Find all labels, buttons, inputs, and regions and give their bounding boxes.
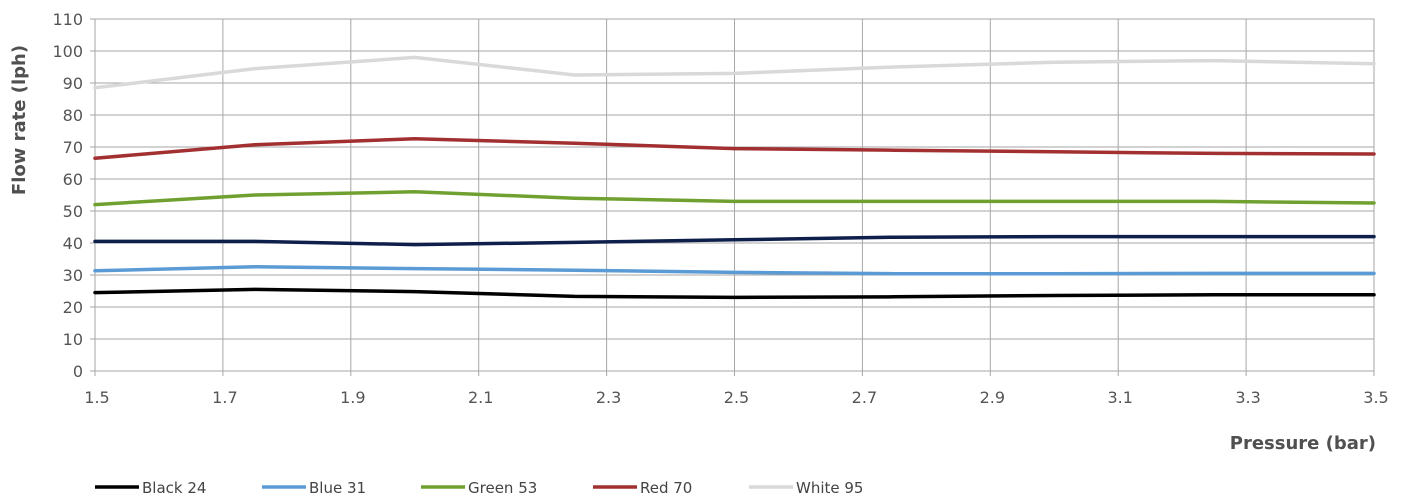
x-tick-label: 1.7 (212, 388, 237, 407)
legend-label: White 95 (796, 479, 863, 495)
x-tick-label: 3.5 (1363, 388, 1388, 407)
x-tick-label: 1.5 (84, 388, 109, 407)
legend-label: Black 24 (142, 479, 206, 495)
legend: Black 24 Blue 31 Green 53 Red 70 White 95 (95, 479, 863, 495)
series-line-white-95 (93, 55, 1376, 90)
series-line-black-24 (93, 287, 1376, 300)
y-tick-label: 80 (63, 106, 83, 125)
y-tick-label: 50 (63, 202, 83, 221)
x-tick-label: 2.3 (596, 388, 621, 407)
x-tick-label: 3.3 (1235, 388, 1260, 407)
series-line-red-70 (93, 136, 1376, 160)
y-tick-label: 20 (63, 298, 83, 317)
y-tick-label: 110 (52, 10, 83, 29)
x-tick-label: 1.9 (340, 388, 365, 407)
legend-label: Red 70 (640, 479, 692, 495)
axes: 0 10 20 30 40 50 60 70 80 90 100 110 1.5 1.7 1.9 2.1 2.3… (52, 10, 1388, 407)
y-tick-label: 60 (63, 170, 83, 189)
x-tick-label: 2.1 (468, 388, 493, 407)
y-tick-label: 10 (63, 330, 83, 349)
y-tick-label: 30 (63, 266, 83, 285)
x-tick-label: 3.1 (1107, 388, 1132, 407)
y-tick-label: 0 (73, 362, 83, 381)
series-line-unlabeled (93, 234, 1376, 247)
series-lines (93, 55, 1376, 300)
y-tick-label: 40 (63, 234, 83, 253)
y-tick-label: 70 (63, 138, 83, 157)
legend-label: Green 53 (468, 479, 537, 495)
y-tick-label: 100 (52, 42, 83, 61)
y-axis-title: Flow rate (lph) (9, 45, 30, 195)
x-axis-title: Pressure (bar) (1230, 433, 1376, 454)
plot-area-border (94, 18, 1375, 372)
x-tick-label: 2.5 (724, 388, 749, 407)
x-tick-label: 2.7 (852, 388, 877, 407)
y-tick-label: 90 (63, 74, 83, 93)
series-line-green-53 (93, 190, 1376, 207)
series-line-blue-31 (93, 264, 1376, 276)
legend-label: Blue 31 (309, 479, 366, 495)
x-tick-label: 2.9 (980, 388, 1005, 407)
